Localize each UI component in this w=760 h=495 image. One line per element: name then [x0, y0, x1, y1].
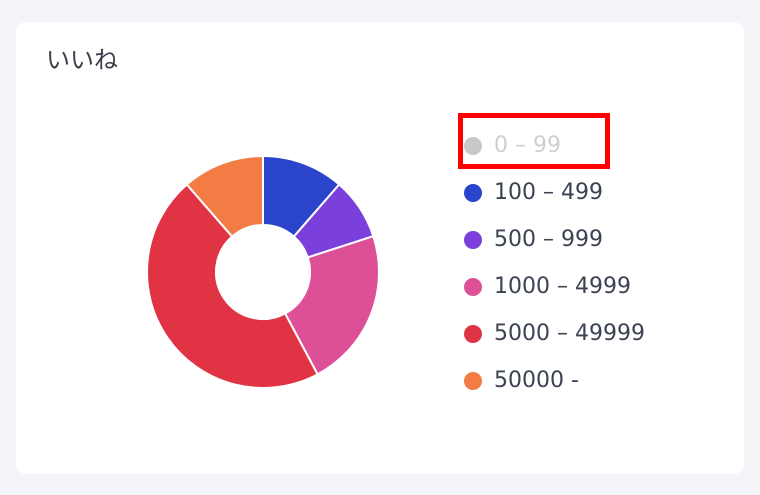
legend-swatch: [464, 230, 482, 249]
legend-label: 100 – 499: [494, 180, 603, 205]
legend-swatch: [464, 324, 482, 343]
slice-50000[interactable]: [185, 154, 264, 238]
legend-item[interactable]: 100 – 499: [464, 169, 645, 216]
legend-label: 5000 – 49999: [494, 321, 645, 346]
legend-label: 0 – 99: [494, 133, 561, 158]
legend-item[interactable]: 0 – 99: [464, 122, 645, 169]
legend-item[interactable]: 1000 – 4999: [464, 263, 645, 310]
legend-item[interactable]: 50000 -: [464, 357, 645, 404]
card-title: いいね: [46, 46, 118, 74]
legend-label: 50000 -: [494, 368, 579, 393]
legend-label: 500 – 999: [494, 227, 603, 252]
legend-swatch: [464, 136, 482, 155]
legend-swatch: [464, 183, 482, 202]
highlight-box: [458, 113, 610, 169]
likes-card: [16, 22, 744, 474]
legend-swatch: [464, 371, 482, 390]
chart-legend: 0 – 99 100 – 499 500 – 999 1000 – 4999 5000 …: [464, 122, 645, 404]
legend-item[interactable]: 500 – 999: [464, 216, 645, 263]
legend-swatch: [464, 277, 482, 296]
slice-1000-4999[interactable]: [283, 234, 380, 376]
legend-label: 1000 – 4999: [494, 274, 631, 299]
slice-5000-49999[interactable]: [146, 183, 319, 389]
legend-item[interactable]: 5000 – 49999: [464, 310, 645, 357]
